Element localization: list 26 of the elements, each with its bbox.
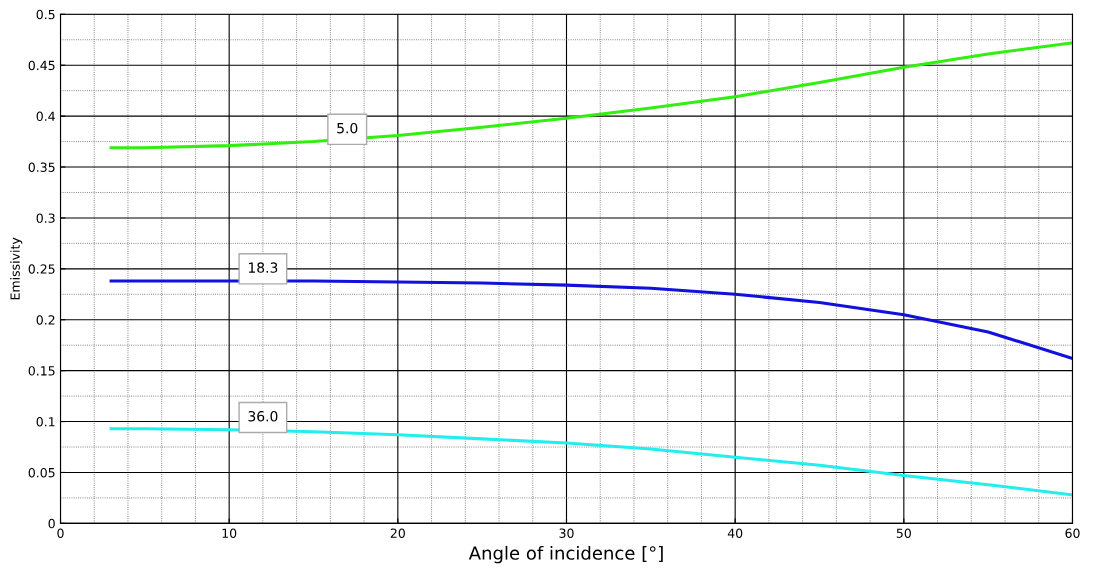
series-label: 5.0 [337,122,358,134]
x-tick-label: 60 [1065,528,1080,538]
x-tick-label: 50 [896,528,911,538]
y-tick-label: 0.05 [28,467,55,478]
x-axis-title: Angle of incidence [°] [468,545,663,564]
line-series [109,41,1073,150]
y-tick-label: 0.15 [28,366,55,376]
y-tick-label: 0.5 [36,9,55,20]
y-tick-label: 0.2 [36,315,55,325]
x-tick-label: 40 [727,528,743,538]
y-tick-label: 0.4 [36,111,55,122]
y-tick-label: 0.1 [36,417,55,427]
x-tick-label: 30 [559,528,574,538]
y-tick-label: 0 [48,518,55,529]
line-series [109,427,1073,497]
series-label: 18.3 [248,262,278,273]
x-tick-label: 10 [222,528,237,538]
y-tick-label: 0.35 [28,162,55,172]
x-tick-label: 20 [390,528,405,538]
y-axis-title: Emissivity [10,237,23,300]
line-series [109,279,1073,360]
y-tick-label: 0.45 [28,60,55,71]
series-label: 36.0 [248,411,278,422]
x-tick-label: 0 [57,528,64,538]
y-tick-label: 0.3 [36,213,55,223]
y-tick-label: 0.25 [28,264,55,274]
